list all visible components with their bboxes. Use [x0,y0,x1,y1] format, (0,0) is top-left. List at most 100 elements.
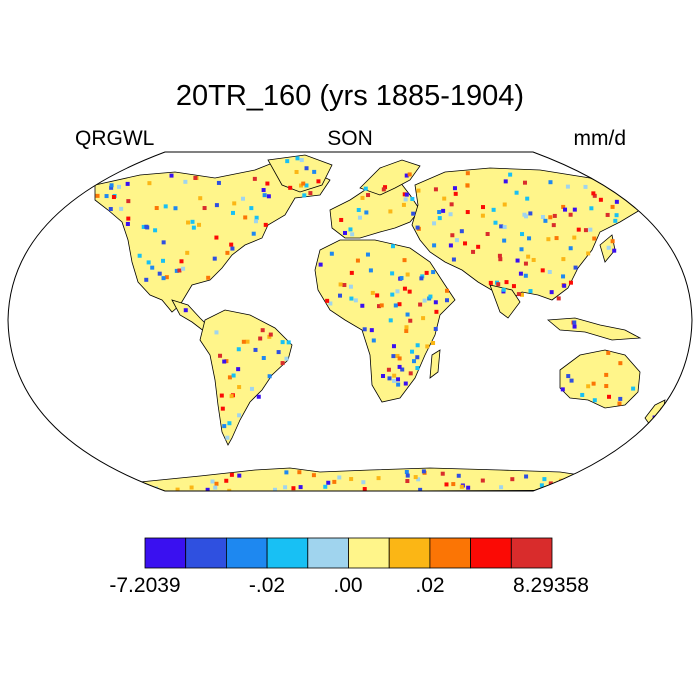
data-cell [431,341,436,346]
data-cell [502,202,507,207]
data-cell [480,213,485,218]
data-cell [243,215,248,220]
data-cell [440,471,445,476]
colorbar-box [470,537,512,569]
data-cell [442,196,447,201]
data-cell [546,237,551,242]
colorbar-tick-label: -.02 [248,574,286,597]
variable-label: QRGWL [75,127,155,150]
data-cell [437,210,442,215]
data-cell [612,248,617,253]
data-cell [395,353,400,358]
data-cell [230,246,235,251]
data-cell [268,332,273,337]
data-cell [434,309,439,314]
data-cell [504,280,509,285]
data-cell [598,197,603,202]
data-cell [350,232,355,237]
data-cell [376,476,381,481]
colorbar-tick-label: .00 [333,574,363,597]
data-cell [568,246,573,251]
data-cell [452,186,457,191]
data-cell [328,301,333,306]
data-cell [565,184,570,189]
data-cell [231,373,236,378]
data-cell [450,233,455,238]
data-cell [240,196,245,201]
data-cell [283,485,288,490]
data-cell [241,339,246,344]
data-cell [396,377,401,382]
data-cell [515,258,520,263]
data-cell [502,225,507,230]
data-cell [508,172,513,177]
data-cell [397,356,402,361]
data-cell [405,473,410,478]
colorbar-box [266,537,309,569]
data-cell [312,169,317,174]
data-cell [224,478,229,483]
map-boundary [7,151,693,492]
scandinavia [359,159,421,196]
data-cell [227,421,232,426]
data-cell [304,183,309,188]
data-cell [511,284,516,289]
data-cell [141,224,146,229]
data-cell [260,328,265,333]
data-cell [498,257,503,262]
data-cell [561,204,566,209]
data-cell [402,286,407,291]
data-cell [163,204,168,209]
data-cell [431,270,436,275]
data-cell [410,349,415,354]
data-cell [332,479,337,484]
data-cell [299,183,304,188]
data-cell [396,382,401,387]
data-cell [362,327,367,332]
units-label: mm/d [573,127,627,150]
data-cell [214,330,219,335]
data-cell [370,290,375,295]
data-cell [525,196,530,201]
data-cell [540,268,545,273]
data-cell [298,485,303,490]
greenland [267,154,333,193]
data-cell [510,477,515,482]
data-cell [379,303,384,308]
data-cell [437,216,442,221]
data-cell [302,193,307,198]
data-cell [583,184,588,189]
data-cell [516,292,521,297]
data-cell [349,296,354,301]
data-cell [197,222,202,227]
data-cell [104,194,109,199]
data-cell [108,207,113,212]
data-cell [189,485,194,490]
data-cell [291,486,296,491]
data-cell [144,224,149,229]
data-cell [229,242,234,247]
data-cell [547,269,552,274]
data-cell [193,175,198,180]
data-cell [618,361,623,366]
data-cell [418,302,423,307]
data-cell [258,336,263,341]
data-cell [432,243,437,248]
data-cell [415,366,420,371]
data-cell [526,254,531,259]
data-cell [485,231,490,236]
madagascar [429,349,441,379]
data-cell [523,261,528,266]
data-cell [119,206,124,211]
data-cell [181,266,186,271]
data-cell [276,350,281,355]
colorbar-box [307,537,349,569]
data-cell [390,244,395,249]
data-cell [191,225,196,230]
data-cell [177,268,182,273]
data-cell [338,293,343,298]
data-cell [548,180,553,185]
data-cell [518,271,523,276]
data-cell [261,188,266,193]
data-cell [451,257,456,262]
